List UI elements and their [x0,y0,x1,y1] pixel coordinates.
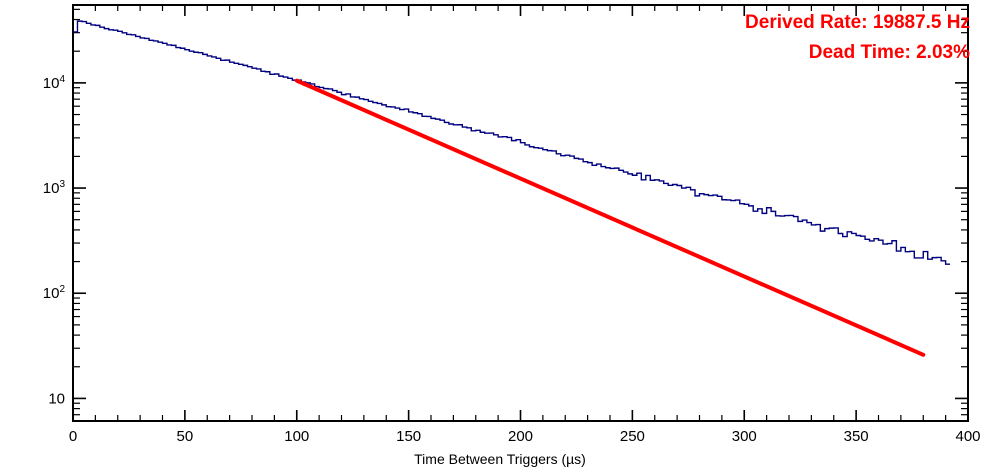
svg-text:104: 104 [43,74,66,92]
svg-text:150: 150 [396,428,421,445]
y-axis-ticks [73,8,968,416]
svg-text:200: 200 [508,428,533,445]
svg-text:100: 100 [284,428,309,445]
x-axis-tick-labels: 0 50 100 150 200 250 300 350 400 [69,428,981,445]
svg-text:0: 0 [69,428,77,445]
svg-text:103: 103 [43,179,66,197]
svg-text:250: 250 [620,428,645,445]
y-axis-tick-labels: 10 102 103 104 [43,74,66,408]
svg-text:350: 350 [844,428,869,445]
svg-text:400: 400 [955,428,980,445]
svg-text:50: 50 [177,428,194,445]
svg-text:300: 300 [732,428,757,445]
fit-line-series [294,78,926,357]
svg-text:10: 10 [48,390,65,407]
svg-text:102: 102 [43,284,66,302]
x-axis-title: Time Between Triggers (µs) [414,451,586,467]
x-axis-ticks [72,5,969,421]
histogram-series [73,20,951,265]
